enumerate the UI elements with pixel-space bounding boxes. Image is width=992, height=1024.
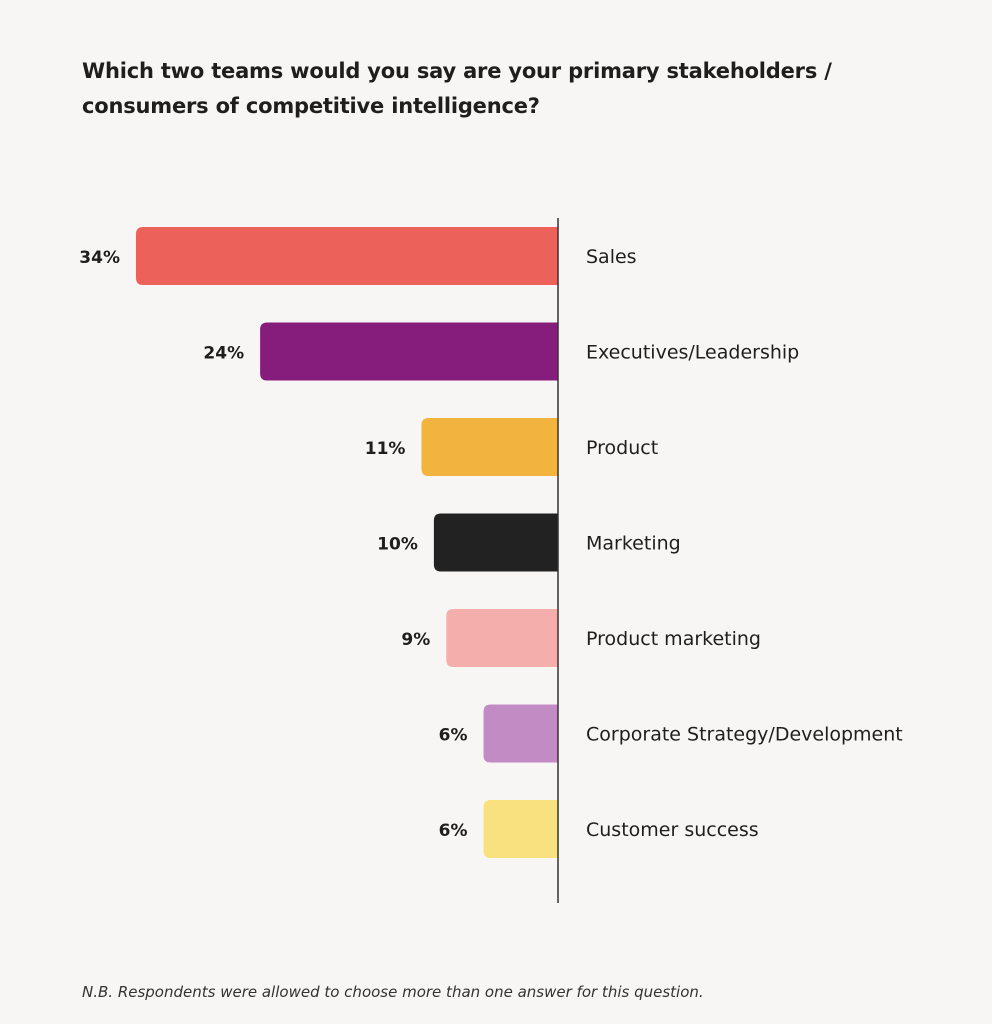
bar: [446, 609, 558, 667]
value-label: 6%: [439, 821, 468, 841]
value-label: 34%: [79, 248, 120, 268]
category-label: Product: [586, 437, 658, 459]
bar: [483, 704, 558, 763]
value-label: 6%: [439, 726, 468, 746]
bar: [136, 227, 558, 285]
category-label: Marketing: [586, 533, 681, 555]
bar: [433, 513, 558, 572]
category-label: Executives/Leadership: [586, 342, 799, 364]
value-label: 9%: [401, 630, 430, 650]
value-label: 11%: [365, 439, 406, 459]
bar: [260, 322, 558, 381]
category-label: Sales: [586, 246, 637, 268]
footnote: N.B. Respondents were allowed to choose …: [82, 983, 704, 1001]
category-label: Product marketing: [586, 628, 761, 650]
category-label: Corporate Strategy/Development: [586, 724, 903, 746]
chart-title: Which two teams would you say are your p…: [82, 59, 832, 118]
bar: [483, 800, 558, 858]
bar: [421, 418, 558, 476]
value-label: 10%: [377, 535, 418, 555]
value-label: 24%: [203, 344, 244, 364]
category-label: Customer success: [586, 819, 759, 841]
